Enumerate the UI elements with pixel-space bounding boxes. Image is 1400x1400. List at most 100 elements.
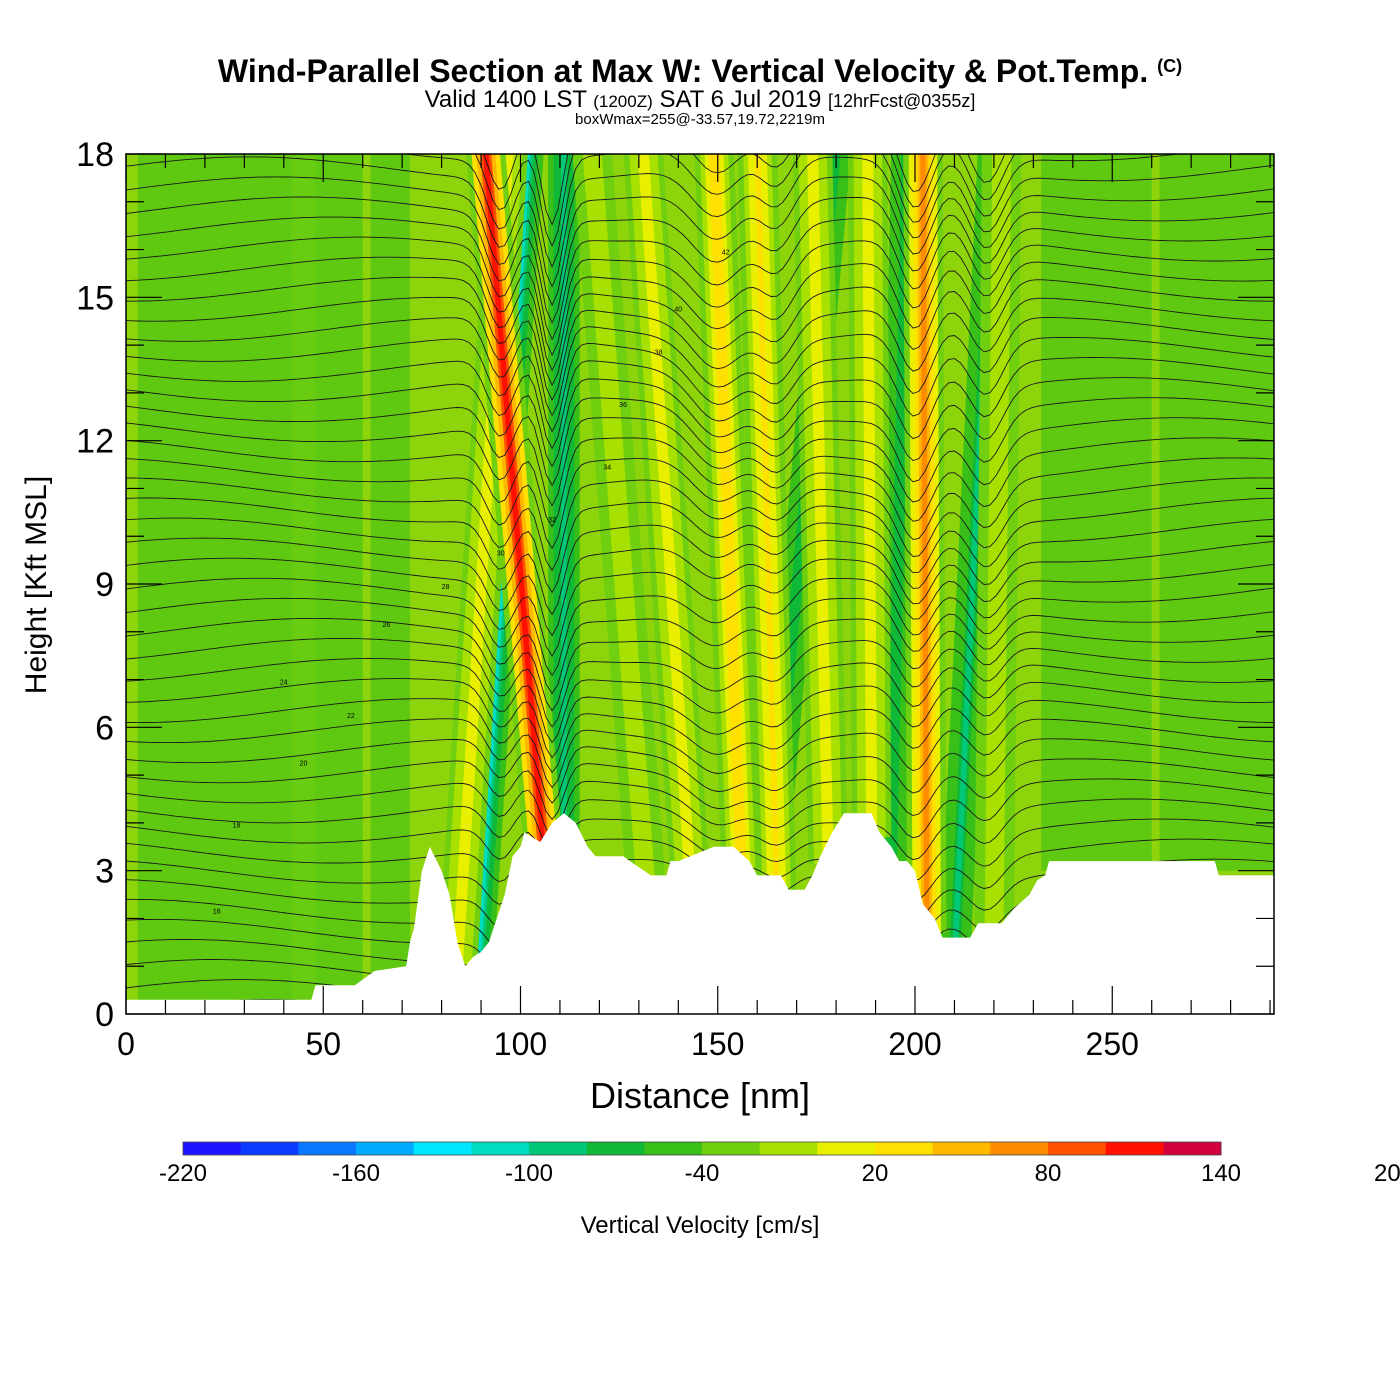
- theta-contour: [126, 557, 1274, 657]
- colorbar-swatch: [1048, 1142, 1107, 1155]
- x-tick-label: 0: [117, 1026, 135, 1062]
- colorbar-swatch: [298, 1142, 357, 1155]
- theta-contour: [126, 377, 1274, 468]
- theta-contour: [126, 196, 1274, 324]
- x-tick-label: 200: [888, 1026, 941, 1062]
- y-tick-label: 12: [76, 423, 114, 461]
- updraft-band: [711, 154, 745, 878]
- theta-contour: [126, 437, 1274, 528]
- theta-contour: [126, 718, 1274, 789]
- theta-contour: [126, 678, 1274, 759]
- colorbar-swatch: [1105, 1142, 1164, 1155]
- colorbar-tick-label: -160: [332, 1160, 380, 1187]
- contour-label: 34: [603, 464, 611, 471]
- theta-contour: [126, 216, 1274, 341]
- y-tick-label: 9: [95, 566, 114, 604]
- colorbar-swatch: [471, 1142, 530, 1155]
- chart-subtitle-2: boxWmax=255@-33.57,19.72,2219m: [575, 111, 825, 128]
- updraft-band: [864, 154, 875, 838]
- theta-contour: [126, 236, 1274, 357]
- contour-label: 42: [722, 249, 730, 256]
- colorbar-tick-label: -100: [505, 1160, 553, 1187]
- colorbar-swatch: [413, 1142, 472, 1155]
- colorbar: -220 -160 -100 -40 20 80 140 200: [159, 1141, 1400, 1187]
- background-region: [204, 154, 363, 1014]
- y-tick-label: 3: [95, 853, 114, 891]
- colorbar-frame: [182, 1141, 1222, 1156]
- updraft-band: [809, 154, 831, 865]
- theta-contour: [126, 276, 1274, 387]
- theta-contour: [126, 778, 1274, 839]
- theta-contour: [126, 357, 1274, 450]
- theta-contour: [126, 658, 1274, 744]
- theta-contour: [126, 517, 1274, 616]
- colorbar-swatch: [702, 1142, 761, 1155]
- background-region: [1041, 154, 1152, 871]
- contour-label: 20: [300, 761, 308, 768]
- plot-area: 16 18 20 22 24 26 28 30 32 34 36 38 40 42: [126, 154, 1274, 1014]
- updraft-band: [589, 154, 650, 897]
- subtitle-utc: (1200Z): [593, 92, 653, 111]
- background-region: [1159, 154, 1274, 871]
- theta-contour: [126, 256, 1274, 372]
- updraft-band: [991, 154, 1005, 948]
- terrain-mask: [126, 813, 1274, 1014]
- y-tick-label: 15: [76, 279, 114, 317]
- theta-contour: [126, 758, 1274, 821]
- theta-contour: [126, 417, 1274, 507]
- y-tick-label: 6: [95, 709, 114, 747]
- chart-title: Wind-Parallel Section at Max W: Vertical…: [218, 53, 1182, 89]
- contour-label: 24: [280, 679, 288, 686]
- chart-title-group: Wind-Parallel Section at Max W: Vertical…: [218, 53, 1182, 128]
- colorbar-tick-label: 140: [1201, 1160, 1241, 1187]
- x-tick-label: 50: [305, 1026, 341, 1062]
- colorbar-tick-label: -40: [685, 1160, 720, 1187]
- subtitle-date: SAT 6 Jul 2019: [659, 86, 821, 113]
- theta-contour: [126, 537, 1274, 637]
- contour-label: 38: [655, 350, 663, 357]
- x-axis-label: Distance [nm]: [590, 1075, 810, 1116]
- colorbar-swatch: [183, 1142, 242, 1155]
- colorbar-tick-label: -220: [159, 1160, 207, 1187]
- subtitle-valid: Valid 1400 LST: [425, 86, 588, 113]
- theta-contour: [126, 617, 1274, 712]
- theta-contour: [126, 738, 1274, 804]
- subtitle-forecast: [12hrFcst@0355z]: [828, 91, 975, 111]
- contour-label: 30: [497, 550, 505, 557]
- contour-label: 32: [548, 517, 556, 524]
- colorbar-tick-label: 200: [1374, 1160, 1400, 1187]
- theta-contour: [401, 154, 1182, 268]
- background-region: [370, 154, 411, 1014]
- y-axis-label: Height [Kft MSL]: [20, 476, 53, 694]
- updraft-band: [920, 154, 930, 933]
- colorbar-swatch: [356, 1142, 415, 1155]
- copyright-mark: (C): [1157, 56, 1182, 76]
- contour-label: 36: [619, 402, 627, 409]
- theta-contour: [126, 457, 1274, 550]
- colorbar-swatch: [644, 1142, 703, 1155]
- background-region: [291, 154, 316, 1014]
- theta-contour: [126, 597, 1274, 695]
- colorbar-label: Vertical Velocity [cm/s]: [581, 1212, 820, 1239]
- theta-contour: [126, 577, 1274, 677]
- contour-label: 40: [674, 307, 682, 314]
- updraft-band: [754, 154, 780, 900]
- theta-contour: [126, 818, 1274, 881]
- chart-subtitle: Valid 1400 LST (1200Z) SAT 6 Jul 2019 [1…: [425, 86, 976, 113]
- contour-label: 22: [347, 713, 355, 720]
- theta-contour: [126, 397, 1274, 487]
- colorbar-swatch: [1163, 1142, 1222, 1155]
- contour-label: 26: [382, 622, 390, 629]
- theta-contour: [126, 337, 1274, 433]
- x-tick-label: 150: [691, 1026, 744, 1062]
- theta-contour: [126, 296, 1274, 402]
- colorbar-swatch: [240, 1142, 299, 1155]
- contour-label: 28: [442, 584, 450, 591]
- theta-contour: [126, 698, 1274, 774]
- theta-contour: [126, 798, 1274, 861]
- colorbar-swatch: [586, 1142, 645, 1155]
- updraft-band: [483, 154, 547, 860]
- updraft-band: [640, 154, 693, 881]
